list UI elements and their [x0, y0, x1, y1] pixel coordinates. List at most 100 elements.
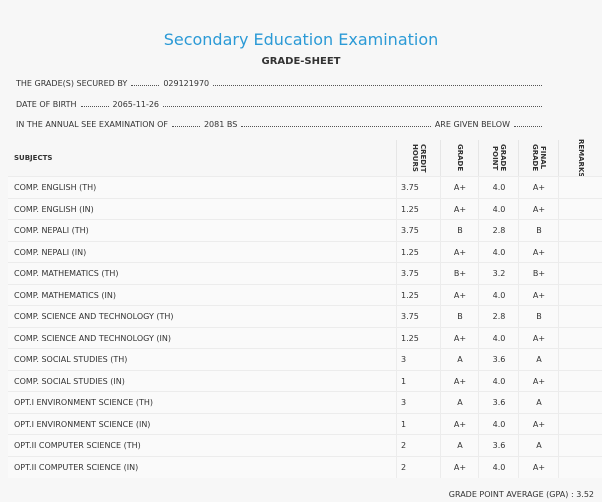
- title: Secondary Education Examination: [163, 30, 439, 49]
- dots: [514, 126, 542, 127]
- table-cell: A+: [440, 177, 479, 198]
- table-cell: A+: [518, 241, 559, 263]
- table-cell: 3.75: [396, 220, 440, 241]
- remarks-cell: [558, 198, 602, 220]
- table-cell: A: [518, 435, 559, 456]
- table-cell: 1: [396, 413, 440, 435]
- table-cell: 4.0: [478, 413, 519, 435]
- table-cell: A+: [440, 456, 479, 478]
- table-cell: 3.6: [478, 435, 519, 456]
- info-value: 2081 BS: [203, 120, 238, 129]
- dots: [80, 105, 109, 107]
- table-cell: COMP. SCIENCE AND TECHNOLOGY (TH): [14, 312, 174, 321]
- table-cell: B: [518, 306, 559, 327]
- table-row: COMP. NEPALI (TH) 3.75 B 2.8 B: [8, 219, 602, 241]
- table-cell: 2.8: [478, 220, 519, 241]
- table-cell: 1: [396, 370, 440, 392]
- table-cell: COMP. NEPALI (IN): [14, 247, 87, 257]
- table-cell: OPT.I ENVIRONMENT SCIENCE (TH): [14, 398, 153, 407]
- table-cell: 3.75: [396, 306, 440, 327]
- table-row: OPT.II COMPUTER SCIENCE (TH) 2 A 3.6 A: [8, 434, 602, 456]
- table-cell: B: [518, 220, 559, 241]
- info-line: IN THE ANNUAL SEE EXAMINATION OF 2081 BS A…: [16, 120, 546, 129]
- gpa-label: GRADE POINT AVERAGE (GPA) :: [448, 490, 574, 499]
- table-cell: 1.25: [396, 327, 440, 349]
- table-row: COMP. ENGLISH (TH) 3.75 A+ 4.0 A+: [8, 176, 602, 198]
- table-row: OPT.I ENVIRONMENT SCIENCE (IN) 1 A+ 4.0 A+: [8, 412, 602, 435]
- remarks-cell: [558, 263, 602, 284]
- column-header: SUBJECTS: [8, 140, 396, 176]
- table-cell: A+: [440, 198, 479, 220]
- table-cell: A+: [440, 241, 479, 263]
- header-text: FINAL GRADE: [531, 144, 547, 172]
- table-row: COMP. SOCIAL STUDIES (IN) 1 A+ 4.0 A+: [8, 369, 602, 392]
- table-cell: 4.0: [478, 456, 519, 478]
- remarks-cell: [558, 456, 602, 478]
- table-cell: A+: [518, 198, 559, 220]
- column-header: REMARKS: [558, 139, 602, 177]
- table-cell: 3.2: [478, 263, 519, 284]
- table-cell: 3.75: [396, 263, 440, 284]
- table-cell: OPT.I ENVIRONMENT SCIENCE (IN): [14, 419, 151, 429]
- table-row: COMP. SCIENCE AND TECHNOLOGY (TH) 3.75 B 2.…: [8, 305, 602, 327]
- dots: [163, 105, 542, 107]
- table-cell: 4.0: [478, 241, 519, 263]
- table-cell: 3.75: [396, 177, 440, 198]
- remarks-cell: [558, 220, 602, 241]
- table-cell: A: [518, 349, 559, 370]
- table-row: OPT.I ENVIRONMENT SCIENCE (TH) 3 A 3.6 A: [8, 391, 602, 413]
- table-cell: COMP. MATHEMATICS (TH): [14, 269, 119, 278]
- info-label: IN THE ANNUAL SEE EXAMINATION OF: [16, 120, 168, 129]
- table-cell: 1.25: [396, 241, 440, 263]
- remarks-cell: [558, 177, 602, 198]
- table-cell: B: [440, 306, 479, 327]
- remarks-cell: [558, 392, 602, 413]
- table-cell: COMP. ENGLISH (TH): [14, 183, 97, 192]
- dots: [213, 85, 542, 86]
- table-cell: 4.0: [478, 198, 519, 220]
- table-cell: A: [518, 392, 559, 413]
- remarks-cell: [558, 435, 602, 456]
- table-row: COMP. MATHEMATICS (TH) 3.75 B+ 3.2 B+: [8, 262, 602, 284]
- table-cell: A: [440, 349, 479, 370]
- remarks-cell: [558, 327, 602, 349]
- info-label: DATE OF BIRTH: [16, 99, 77, 109]
- table-row: COMP. MATHEMATICS (IN) 1.25 A+ 4.0 A+: [8, 283, 602, 306]
- table-cell: B+: [518, 263, 559, 284]
- table-cell: COMP. SCIENCE AND TECHNOLOGY (IN): [14, 333, 171, 343]
- table-cell: A+: [440, 370, 479, 392]
- table-cell: 1.25: [396, 198, 440, 220]
- column-header: FINAL GRADE: [518, 140, 559, 176]
- remarks-cell: [558, 306, 602, 327]
- table-row: COMP. SOCIAL STUDIES (TH) 3 A 3.6 A: [8, 348, 602, 370]
- table-cell: A+: [518, 327, 559, 349]
- header-text: SUBJECTS: [14, 154, 53, 162]
- table-cell: 1.25: [396, 284, 440, 306]
- table-cell: A+: [518, 370, 559, 392]
- table-cell: A+: [440, 413, 479, 435]
- info-line: DATE OF BIRTH 2065-11-26: [16, 100, 546, 109]
- table-row: COMP. NEPALI (IN) 1.25 A+ 4.0 A+: [8, 240, 602, 263]
- table-cell: A+: [518, 177, 559, 198]
- table-cell: 4.0: [478, 177, 519, 198]
- dots: [241, 126, 431, 127]
- gpa: GRADE POINT AVERAGE (GPA) : 3.52: [449, 490, 594, 499]
- table-cell: 2: [396, 435, 440, 456]
- info-value: 2065-11-26: [112, 99, 160, 109]
- subtitle: GRADE-SHEET: [261, 56, 341, 67]
- header-text: CREDIT HOURS: [411, 143, 427, 173]
- table-cell: 2: [396, 456, 440, 478]
- gpa-value: 3.52: [576, 490, 594, 499]
- info-value: 029121970: [163, 79, 210, 88]
- remarks-cell: [558, 413, 602, 435]
- table-cell: COMP. SOCIAL STUDIES (TH): [14, 355, 128, 364]
- table-cell: A+: [518, 413, 559, 435]
- table-cell: 2.8: [478, 306, 519, 327]
- table-cell: B: [440, 220, 479, 241]
- table-cell: 3.6: [478, 392, 519, 413]
- table-cell: 3: [396, 392, 440, 413]
- table-cell: COMP. MATHEMATICS (IN): [14, 290, 116, 300]
- table-cell: 3: [396, 349, 440, 370]
- dots: [171, 126, 200, 127]
